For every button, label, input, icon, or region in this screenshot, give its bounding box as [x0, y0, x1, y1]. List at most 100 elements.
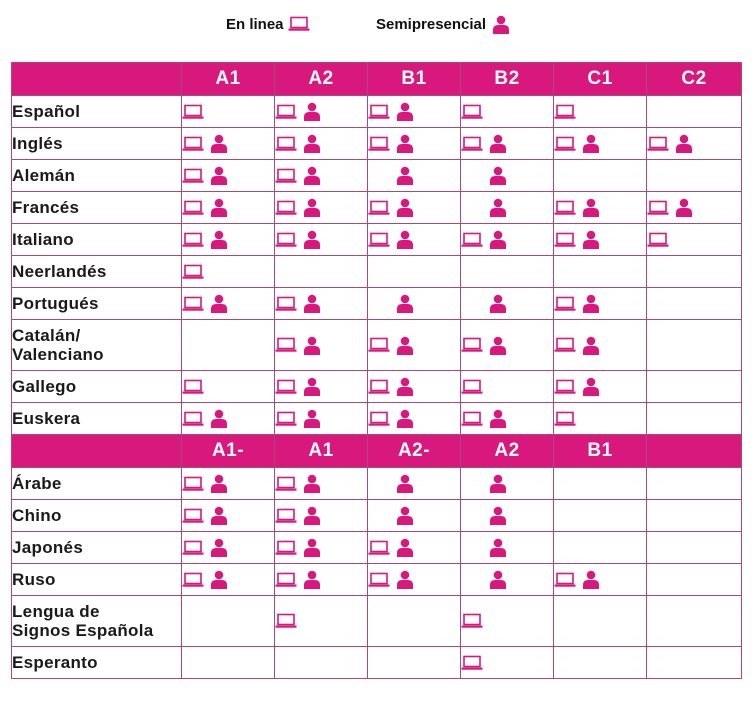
table-row: Italiano — [11, 223, 742, 256]
language-name: Italiano — [11, 223, 182, 256]
availability-cell — [274, 563, 368, 596]
language-name: Portugués — [11, 287, 182, 320]
laptop-icon — [368, 230, 390, 250]
person-icon — [301, 377, 323, 397]
level-header: B2 — [460, 62, 554, 96]
laptop-icon — [275, 506, 297, 526]
table-row: Lengua de Signos Española — [11, 595, 742, 647]
person-icon — [301, 294, 323, 314]
person-icon — [673, 198, 695, 218]
availability-cell — [553, 499, 647, 532]
person-icon — [487, 166, 509, 186]
laptop-icon — [275, 198, 297, 218]
availability-cell — [646, 287, 742, 320]
laptop-icon — [275, 611, 297, 631]
person-icon — [673, 134, 695, 154]
availability-cell — [460, 127, 554, 160]
person-icon — [208, 166, 230, 186]
laptop-icon — [182, 198, 204, 218]
availability-cell — [553, 531, 647, 564]
table-row: Catalán/Valenciano — [11, 319, 742, 371]
person-icon — [301, 409, 323, 429]
availability-cell — [367, 370, 461, 403]
availability-cell — [181, 95, 275, 128]
laptop-icon — [368, 409, 390, 429]
laptop-icon — [368, 102, 390, 122]
laptop-icon — [554, 570, 576, 590]
laptop-icon — [461, 653, 483, 673]
language-levels-table: A1 A2 B1 B2 C1 C2 Español Inglés Alemán Francés It… — [11, 62, 742, 679]
person-icon — [208, 134, 230, 154]
availability-cell — [646, 499, 742, 532]
availability-cell — [646, 159, 742, 192]
person-icon — [580, 294, 602, 314]
language-name: Alemán — [11, 159, 182, 192]
person-icon — [394, 474, 416, 494]
availability-cell — [460, 467, 554, 500]
person-icon — [394, 570, 416, 590]
person-icon — [208, 570, 230, 590]
person-icon — [301, 166, 323, 186]
table-row: Alemán — [11, 159, 742, 192]
language-name: Español — [11, 95, 182, 128]
availability-cell — [274, 127, 368, 160]
availability-cell — [181, 499, 275, 532]
language-name: Árabe — [11, 467, 182, 500]
laptop-icon — [647, 134, 669, 154]
table-row: Portugués — [11, 287, 742, 320]
laptop-icon — [275, 335, 297, 355]
person-icon — [301, 506, 323, 526]
availability-cell — [646, 531, 742, 564]
header-blank-cell — [11, 62, 182, 96]
laptop-icon — [368, 198, 390, 218]
laptop-icon — [554, 409, 576, 429]
laptop-icon — [461, 611, 483, 631]
laptop-icon — [182, 570, 204, 590]
availability-cell — [181, 467, 275, 500]
availability-cell — [367, 402, 461, 435]
laptop-icon — [182, 377, 204, 397]
person-icon — [301, 335, 323, 355]
person-icon — [208, 198, 230, 218]
laptop-icon — [554, 134, 576, 154]
table-row: Gallego — [11, 370, 742, 403]
level-header: A1 — [274, 434, 368, 468]
person-icon — [301, 102, 323, 122]
availability-cell — [274, 319, 368, 371]
language-name: Euskera — [11, 402, 182, 435]
availability-cell — [274, 223, 368, 256]
laptop-icon — [461, 134, 483, 154]
availability-cell — [367, 255, 461, 288]
laptop-icon — [275, 409, 297, 429]
person-icon — [490, 14, 512, 34]
level-header: B1 — [367, 62, 461, 96]
availability-cell — [460, 370, 554, 403]
legend-online-label: En linea — [226, 15, 284, 33]
availability-cell — [274, 646, 368, 679]
laptop-icon — [368, 335, 390, 355]
person-icon — [580, 570, 602, 590]
availability-cell — [181, 191, 275, 224]
language-name: Gallego — [11, 370, 182, 403]
availability-cell — [460, 255, 554, 288]
availability-cell — [181, 255, 275, 288]
laptop-icon — [368, 377, 390, 397]
availability-cell — [367, 467, 461, 500]
laptop-icon — [288, 14, 310, 34]
availability-cell — [553, 467, 647, 500]
laptop-icon — [275, 102, 297, 122]
laptop-icon — [647, 230, 669, 250]
person-icon — [208, 474, 230, 494]
language-name: Francés — [11, 191, 182, 224]
laptop-icon — [554, 198, 576, 218]
laptop-icon — [554, 377, 576, 397]
availability-cell — [181, 223, 275, 256]
person-icon — [301, 474, 323, 494]
availability-cell — [646, 319, 742, 371]
availability-cell — [553, 223, 647, 256]
laptop-icon — [461, 377, 483, 397]
availability-cell — [646, 370, 742, 403]
availability-cell — [460, 402, 554, 435]
table-row: Inglés — [11, 127, 742, 160]
availability-cell — [181, 159, 275, 192]
